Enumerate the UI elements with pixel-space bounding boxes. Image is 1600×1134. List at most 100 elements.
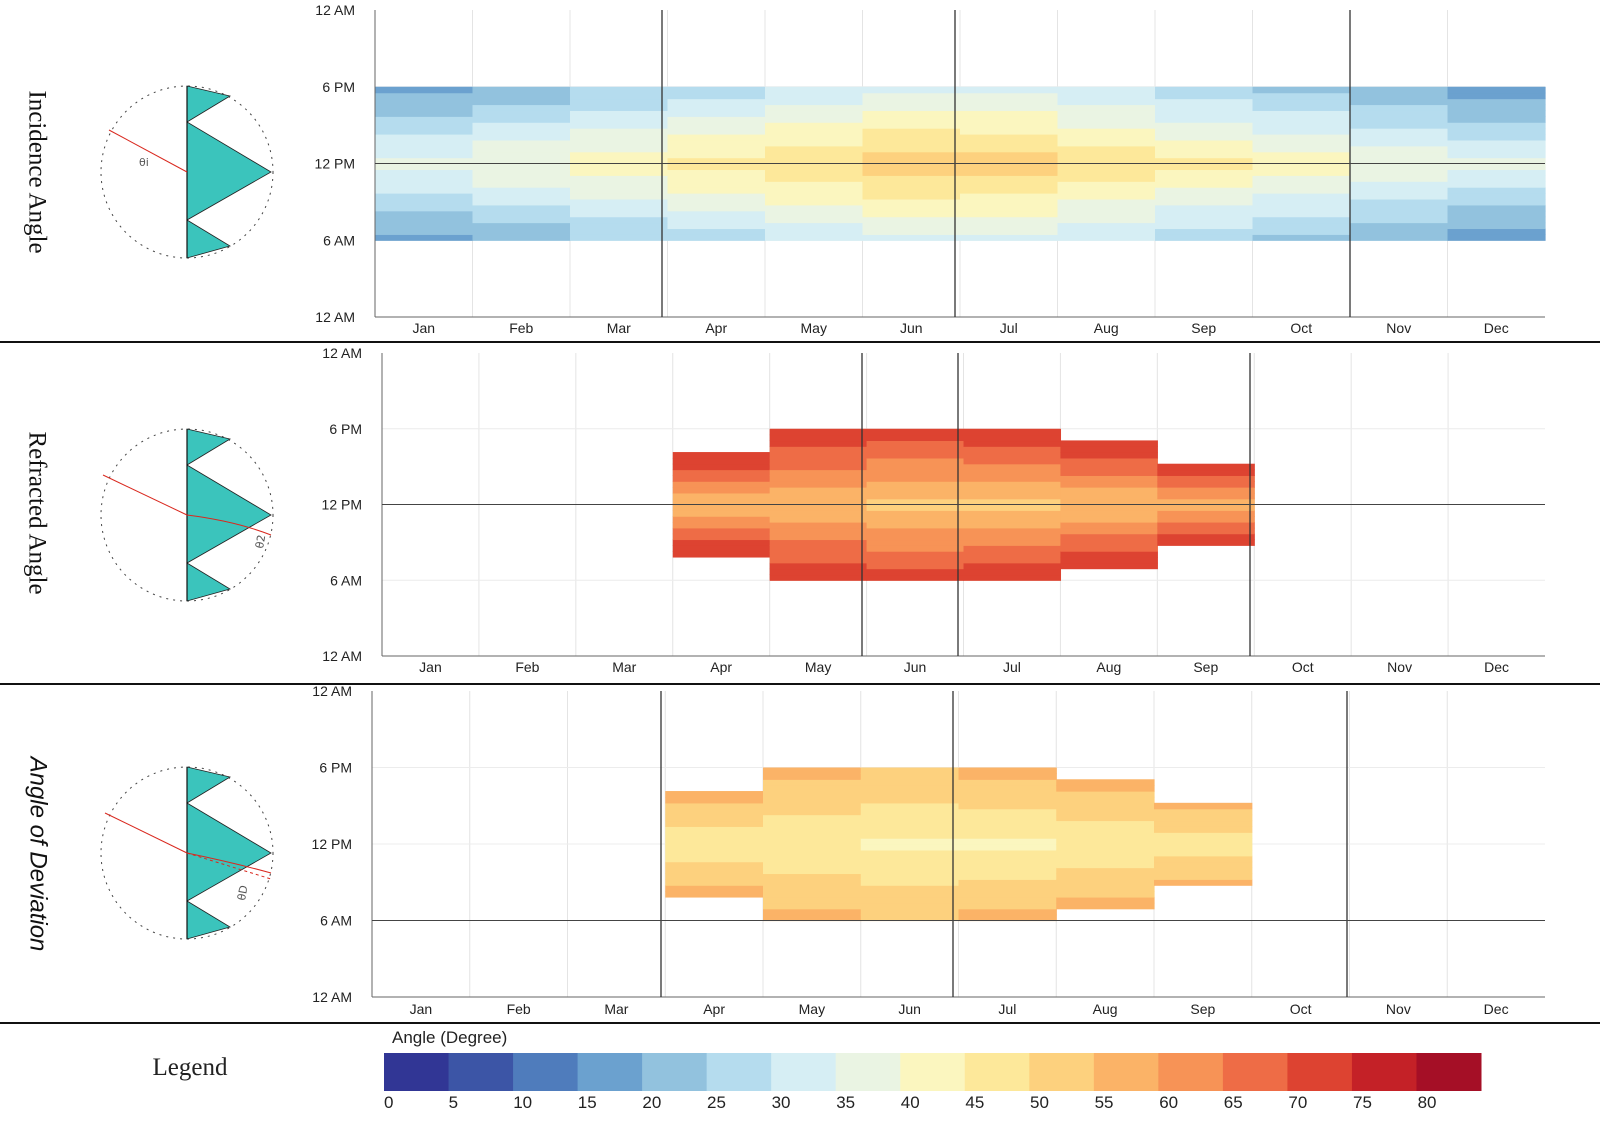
heatmap-cell [672,457,771,465]
heatmap-cell [963,551,1062,558]
heatmap-cell [667,216,766,224]
heatmap-cell [570,210,669,218]
heatmap-cell [1447,181,1546,188]
heatmap-cell [667,175,766,182]
heatmap-cell [862,110,961,117]
heatmap-cell [769,428,868,436]
heatmap-cell [570,187,669,194]
heatmap-cell [765,133,864,141]
heatmap-cell [1447,98,1546,106]
heatmap-cell [765,222,864,230]
legend-swatch [1158,1053,1224,1091]
heatmap-cell [1056,808,1155,816]
heatmap-cell [769,469,868,476]
heatmap-cell [860,791,960,798]
legend-tick-label: 5 [449,1093,458,1112]
heatmap-cell [1057,204,1156,212]
heatmap-cell [1155,198,1254,206]
heatmap-cell [862,210,961,218]
heatmap-cell [769,545,868,552]
heatmap-cell [1060,521,1158,529]
heatmap-cell [1154,814,1253,822]
heatmap-cell [860,826,960,833]
heatmap-cell [963,533,1062,541]
heatmap-cell [1057,139,1156,147]
heatmap-cell [765,145,864,153]
heatmap-cell [860,914,960,922]
heatmap-cell [866,516,965,523]
x-tick-label: Jul [998,1001,1016,1017]
heatmap-cell [862,151,961,159]
heatmap-cell [765,169,864,176]
heatmap-cell [1447,110,1546,117]
heatmap-cell [1252,116,1351,123]
heatmap-cell [866,463,965,471]
legend-swatch [1029,1053,1095,1091]
heatmap-cell [960,222,1059,230]
heatmap-cell [765,175,864,182]
heatmap-cell [472,204,571,212]
heatmap-cell [1350,234,1449,241]
heatmap-cell [1057,92,1156,100]
heatmap-cell [862,157,961,165]
heatmap-cell [763,855,862,863]
heatmap-cell [570,145,669,153]
heatmap-cell [570,92,669,100]
heatmap-cell [958,914,1057,922]
heatmap-cell [1252,92,1351,100]
prism-incidence-diagram: θi [100,85,274,259]
heatmap-cell [963,521,1062,529]
heatmap-cell [963,440,1062,447]
heatmap-cell [1157,539,1255,546]
heatmap-cell [960,169,1059,176]
heatmap-cell [765,163,864,171]
heatmap-cell [1447,92,1546,100]
heatmap-cell [375,163,474,171]
heatmap-cell [1155,151,1254,159]
heatmap-cell [960,86,1059,94]
y-tick-label: 12 AM [312,989,352,1005]
heatmap-cell [1447,234,1546,241]
heatmap-cell [866,539,965,546]
heatmap-cell [1060,440,1158,447]
deviation-heatmap: 12 AM 6 PM 12 PM 6 AM 12 AM Jan Feb Mar Apr May Ju… [312,685,1545,1017]
heatmap-cell [960,139,1059,147]
heatmap-cell [860,861,960,869]
heatmap-cell [375,151,474,159]
heatmap-cell [1060,510,1158,517]
heatmap-cell [667,122,766,129]
heatmap-cell [667,86,766,94]
heatmap-cell [1157,521,1255,529]
heatmap-cell [1350,222,1449,230]
legend-tick-label: 35 [836,1093,855,1112]
heatmap-cell [667,139,766,147]
heatmap-cell [1252,181,1351,188]
heatmap-cell [765,204,864,212]
heatmap-cell [963,545,1062,552]
heatmap-cell [1447,193,1546,200]
legend-tick-label: 25 [707,1093,726,1112]
heatmap-cell [1056,796,1155,804]
deviation-angle-panel: Angle of Deviation θD 12 AM 6 PM 12 PM 6 AM… [0,685,1600,1023]
heatmap-cell [472,86,571,94]
heatmap-cell [570,98,669,106]
heatmap-cell [1447,128,1546,135]
heatmap-cell [765,98,864,106]
heatmap-cell [472,163,571,171]
heatmap-cell [769,504,868,511]
heatmap-cell [1350,169,1449,176]
heatmap-cell [1056,867,1155,875]
heatmap-cell [665,814,764,822]
heatmap-cell [667,181,766,188]
heatmap-cell [963,446,1062,453]
heatmap-cell [960,145,1059,153]
heatmap-cell [960,104,1059,111]
heatmap-cell [963,510,1062,517]
heatmap-cell [375,157,474,165]
heatmap-cell [1155,98,1254,106]
heatmap-cell [862,163,961,171]
heatmap-cell [763,814,862,822]
heatmap-cell [667,187,766,194]
heatmap-cell [1252,228,1351,235]
heatmap-cell [860,896,960,904]
